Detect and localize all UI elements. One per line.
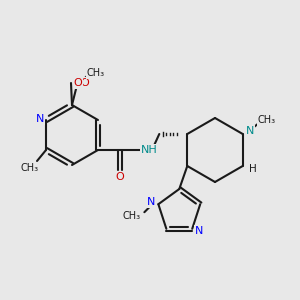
Text: O: O xyxy=(74,78,82,88)
Text: N: N xyxy=(195,226,203,236)
Text: N: N xyxy=(147,197,156,207)
Text: CH₃: CH₃ xyxy=(122,211,140,221)
Text: N: N xyxy=(36,114,44,124)
Text: H: H xyxy=(249,164,256,174)
Text: CH₃: CH₃ xyxy=(21,163,39,173)
Text: N: N xyxy=(245,126,254,136)
Text: CH₃: CH₃ xyxy=(87,68,105,78)
Text: NH: NH xyxy=(141,145,158,155)
Text: O: O xyxy=(81,78,89,88)
Text: CH₃: CH₃ xyxy=(258,115,276,125)
Text: O: O xyxy=(116,172,124,182)
